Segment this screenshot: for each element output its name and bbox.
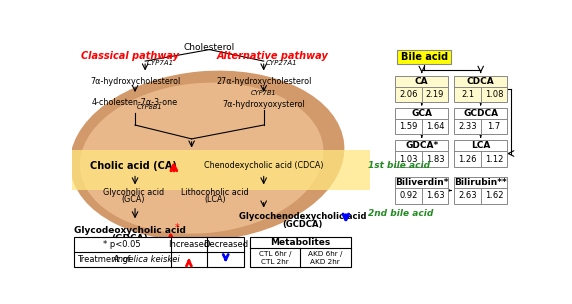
Text: Lithocoholic acid: Lithocoholic acid [181, 188, 249, 196]
Bar [397, 50, 451, 64]
Text: Metabolites: Metabolites [270, 238, 330, 247]
Text: Bilirubin**: Bilirubin** [454, 178, 507, 187]
Bar [395, 108, 448, 134]
Text: CYP8B1: CYP8B1 [137, 104, 162, 109]
Text: Decreased: Decreased [203, 240, 248, 249]
Bar [454, 178, 507, 204]
Text: 1.62: 1.62 [484, 192, 503, 200]
Text: 2.19: 2.19 [426, 90, 444, 99]
Bar [72, 150, 370, 191]
Text: Bile acid: Bile acid [400, 52, 448, 62]
Text: 2nd bile acid: 2nd bile acid [368, 209, 434, 218]
Text: Chenodexycholic acid (CDCA): Chenodexycholic acid (CDCA) [204, 161, 323, 170]
Text: Classical pathway: Classical pathway [81, 51, 178, 61]
Text: 1.12: 1.12 [484, 154, 503, 164]
Text: (LCA): (LCA) [204, 195, 226, 204]
Ellipse shape [80, 83, 324, 234]
Text: GDCA*: GDCA* [405, 141, 438, 150]
Bar [395, 76, 448, 102]
Text: GCA: GCA [411, 109, 432, 118]
Text: 1.08: 1.08 [484, 90, 503, 99]
Text: Glycoholic acid: Glycoholic acid [103, 188, 164, 196]
Bar [454, 76, 507, 102]
Text: 4-cholesten-7α-3-one: 4-cholesten-7α-3-one [92, 98, 178, 107]
Bar [395, 140, 448, 167]
Text: 1.26: 1.26 [458, 154, 477, 164]
Bar [250, 237, 351, 268]
Bar [454, 140, 507, 167]
Text: GCDCA: GCDCA [463, 109, 498, 118]
Text: 1.03: 1.03 [399, 154, 418, 164]
Text: Alternative pathway: Alternative pathway [217, 51, 329, 61]
Text: 2.63: 2.63 [458, 192, 477, 200]
Text: Increased: Increased [168, 240, 209, 249]
Text: Treatment of: Treatment of [77, 255, 133, 264]
Text: 1.59: 1.59 [399, 122, 418, 131]
Text: AKD 6hr /
AKD 2hr: AKD 6hr / AKD 2hr [308, 251, 343, 265]
Text: CTL 6hr /
CTL 2hr: CTL 6hr / CTL 2hr [259, 251, 291, 265]
Text: 1st bile acid: 1st bile acid [368, 161, 431, 170]
Text: Cholic acid (CA): Cholic acid (CA) [90, 161, 177, 171]
Text: 1.83: 1.83 [426, 154, 444, 164]
Text: 1.64: 1.64 [426, 122, 444, 131]
Bar [74, 237, 244, 268]
Text: (GCA): (GCA) [122, 195, 145, 204]
Text: *: * [174, 223, 180, 233]
Text: (GDCA): (GDCA) [111, 234, 148, 244]
Text: (GCDCA): (GCDCA) [282, 220, 323, 229]
Ellipse shape [70, 71, 344, 241]
Text: Angelica keiskei: Angelica keiskei [113, 255, 180, 264]
Text: 7α-hydroxycholesterol: 7α-hydroxycholesterol [90, 77, 180, 85]
Text: CYP7A1: CYP7A1 [146, 60, 174, 66]
Text: 1.63: 1.63 [426, 192, 444, 200]
Text: 2.33: 2.33 [458, 122, 477, 131]
Text: 2.06: 2.06 [399, 90, 418, 99]
Text: * p<0.05: * p<0.05 [103, 240, 141, 249]
Text: CA: CA [415, 77, 428, 86]
Text: 7α-hydroxyoxysterol: 7α-hydroxyoxysterol [223, 100, 305, 109]
Text: 2.1: 2.1 [461, 90, 474, 99]
Text: Cholesterol: Cholesterol [184, 43, 235, 52]
Text: CYP27A1: CYP27A1 [265, 60, 297, 66]
Text: 27α-hydroxycholesterol: 27α-hydroxycholesterol [216, 77, 311, 85]
Text: CYP7B1: CYP7B1 [251, 91, 276, 96]
Text: 1.7: 1.7 [487, 122, 500, 131]
Bar [395, 178, 448, 204]
Text: LCA: LCA [471, 141, 490, 150]
Text: Biliverdin*: Biliverdin* [395, 178, 448, 187]
Text: Glycodeoxycholic acid: Glycodeoxycholic acid [74, 226, 185, 235]
Text: CDCA: CDCA [467, 77, 495, 86]
Text: Glycochenodexycholic acid: Glycochenodexycholic acid [239, 212, 366, 221]
Bar [454, 108, 507, 134]
Text: 0.92: 0.92 [399, 192, 418, 200]
